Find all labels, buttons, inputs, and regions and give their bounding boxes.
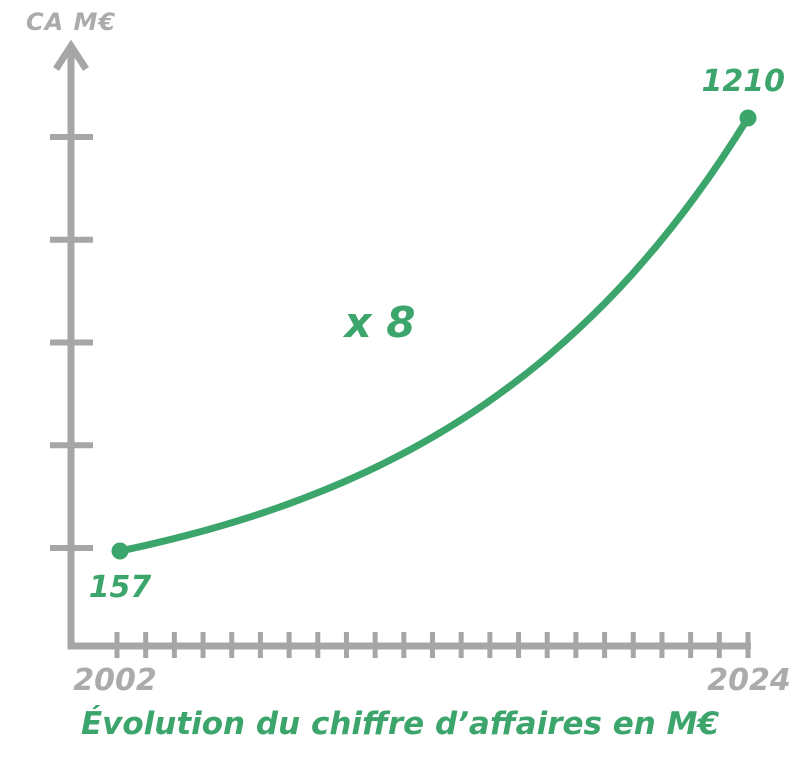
growth-annotation: x 8 <box>344 298 416 347</box>
data-label-2002: 157 <box>88 570 152 605</box>
data-point-2002 <box>111 542 129 560</box>
revenue-curve <box>116 114 752 555</box>
data-point-2024 <box>739 109 757 127</box>
x-tick-label-2024: 2024 <box>707 663 791 698</box>
y-axis-ticks <box>50 134 93 551</box>
x-tick-label-2002: 2002 <box>73 663 157 698</box>
axes-lines <box>67 52 751 650</box>
y-axis-title: CA M€ <box>26 8 117 36</box>
data-label-2024: 1210 <box>701 64 786 99</box>
x-axis-ticks <box>114 632 751 658</box>
chart-title: Évolution du chiffre d’affaires en M€ <box>80 706 720 742</box>
y-axis-arrow-icon <box>53 39 89 71</box>
